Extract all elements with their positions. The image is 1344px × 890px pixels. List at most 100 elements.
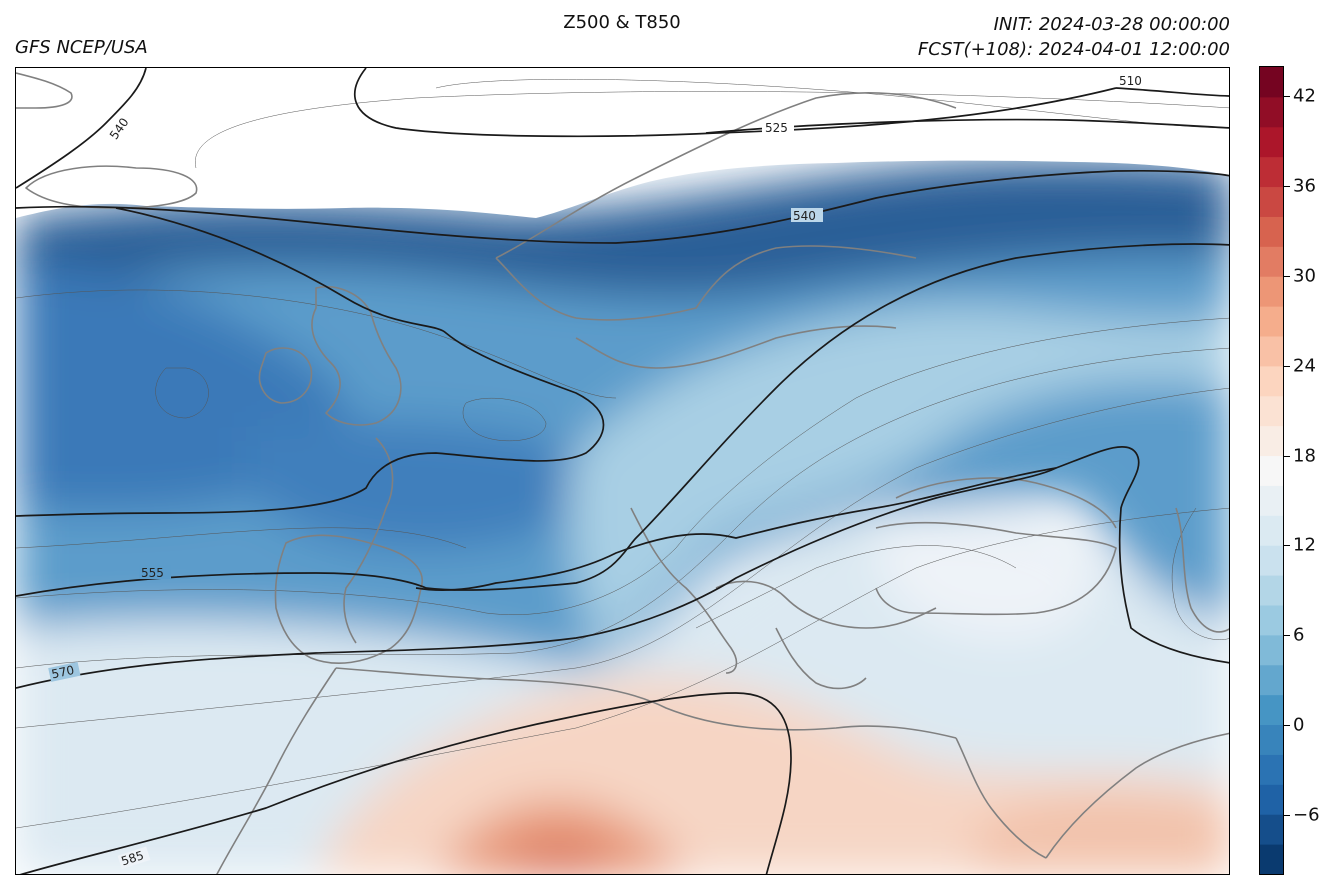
colorbar-tick-label: 30	[1293, 265, 1316, 287]
colorbar-bin	[1260, 246, 1283, 277]
contour-540-trough	[16, 207, 605, 517]
colorbar-bin	[1260, 515, 1283, 546]
init-time: INIT: 2024-03-28 00:00:00	[993, 14, 1230, 35]
contour-label-510: 510	[1119, 74, 1142, 88]
colorbar-bin	[1260, 634, 1283, 666]
africa-west-coast	[216, 667, 337, 874]
map-panel[interactable]: 510 525 540 540 555 570 585	[15, 67, 1230, 875]
colorbar-tick-mark	[1284, 545, 1290, 547]
label-bg-540-west	[105, 111, 135, 144]
contour-540-north	[16, 169, 1229, 244]
colorbar-tick-mark	[1284, 185, 1290, 187]
arctic-boundary	[16, 68, 1229, 218]
britain-coast	[311, 286, 402, 426]
contour-555-south	[415, 445, 1229, 664]
greece-coast	[775, 627, 867, 690]
contour-labels: 510 525 540 540 555 570 585	[48, 73, 1148, 870]
thin-geopotential-contours	[16, 79, 1229, 829]
colorbar-bin	[1260, 694, 1283, 726]
colorbar-bin	[1260, 485, 1283, 516]
colorbar-bin	[1260, 96, 1283, 128]
contour-label-555: 555	[141, 566, 164, 580]
red-sea-coast	[1045, 732, 1229, 859]
colorbar-tick-label: 36	[1293, 175, 1316, 197]
iberia-coast	[274, 534, 423, 664]
balkan-coast	[715, 580, 937, 629]
colorbar-tick-label: 18	[1293, 445, 1316, 467]
colorbar-tick-label: 6	[1293, 624, 1305, 646]
contour-570	[16, 467, 1057, 689]
label-bg-570	[48, 661, 81, 682]
z500-contours	[16, 68, 1229, 874]
colorbar-bin	[1260, 306, 1283, 337]
colorbar-tick-label: 12	[1293, 534, 1316, 556]
contour-585	[19, 692, 792, 874]
contour-540-west	[16, 68, 147, 189]
contour-510-ridge	[353, 68, 1117, 138]
turkey-coast	[875, 521, 1117, 616]
colorbar-bin	[1260, 156, 1283, 188]
colorbar-bin	[1260, 605, 1283, 636]
colorbar-bin	[1260, 425, 1283, 457]
contour-label-540: 540	[793, 209, 816, 223]
colorbar-bin	[1260, 575, 1283, 606]
model-source: GFS NCEP/USA	[15, 37, 148, 58]
contour-525	[705, 118, 1229, 134]
colorbar-tick-mark	[1284, 455, 1290, 457]
baltic-coast	[575, 325, 897, 369]
colorbar-bin	[1260, 67, 1283, 98]
colorbar-bin	[1260, 784, 1283, 815]
mild-central	[567, 305, 1229, 648]
cold-biscay	[246, 422, 592, 550]
north-africa-coast	[335, 667, 957, 739]
colorbar-bin	[1260, 186, 1283, 217]
cold-north-edge	[16, 159, 1229, 298]
colorbar-tick-mark	[1284, 365, 1290, 367]
label-bg-510	[1116, 73, 1148, 87]
t850-filled-field	[16, 159, 1229, 874]
label-bg-585	[117, 846, 151, 870]
colorbar-tick-label: 0	[1293, 714, 1305, 736]
colorbar-bin	[1260, 276, 1283, 307]
forecast-time: FCST(+108): 2024-04-01 12:00:00	[917, 39, 1230, 60]
caspian-coast	[1175, 507, 1229, 633]
colorbar-tick-mark	[1284, 725, 1290, 727]
ireland-coast	[258, 347, 313, 404]
italy-coast	[630, 507, 738, 674]
run-info: INIT: 2024-03-28 00:00:00 FCST(+108): 20…	[918, 12, 1230, 62]
colorbar-tick-mark	[1284, 275, 1290, 277]
greenland-coast	[16, 72, 73, 109]
chart-title: Z500 & T850	[563, 12, 681, 33]
colorbar-tick-mark	[1284, 95, 1290, 97]
colorbar-tick-label: 42	[1293, 85, 1316, 107]
contour-label-570: 570	[50, 663, 75, 681]
colorbar-bin	[1260, 395, 1283, 427]
coastlines	[16, 72, 1229, 874]
label-bg-525	[762, 120, 794, 134]
black-sea-coast	[895, 477, 1117, 529]
mild-anatolia	[876, 523, 1092, 638]
colorbar-bin	[1260, 754, 1283, 785]
contour-510	[1115, 87, 1229, 97]
colorbar-tick-label: −6	[1293, 804, 1320, 826]
colorbar-swatches	[1260, 67, 1283, 875]
colorbar-bin	[1260, 365, 1283, 397]
colorbar-tick-mark	[1284, 815, 1290, 817]
colorbar-bin	[1260, 336, 1283, 367]
colorbar-bin	[1260, 126, 1283, 158]
label-bg-540	[791, 208, 823, 222]
colorbar-bin	[1260, 545, 1283, 576]
hot-sahara-core	[497, 842, 620, 874]
label-bg-555	[139, 565, 171, 579]
colorbar-bin	[1260, 844, 1283, 875]
contour-label-525: 525	[765, 121, 788, 135]
hot-sahara	[437, 801, 685, 874]
contour-label-585: 585	[119, 848, 145, 868]
colorbar-tick-mark	[1284, 635, 1290, 637]
levant-coast	[955, 737, 1047, 859]
norway-coast	[495, 92, 957, 259]
map-canvas: 510 525 540 540 555 570 585	[16, 68, 1229, 874]
france-coast	[343, 437, 394, 644]
colorbar-bin	[1260, 455, 1283, 486]
colorbar-bin	[1260, 814, 1283, 845]
